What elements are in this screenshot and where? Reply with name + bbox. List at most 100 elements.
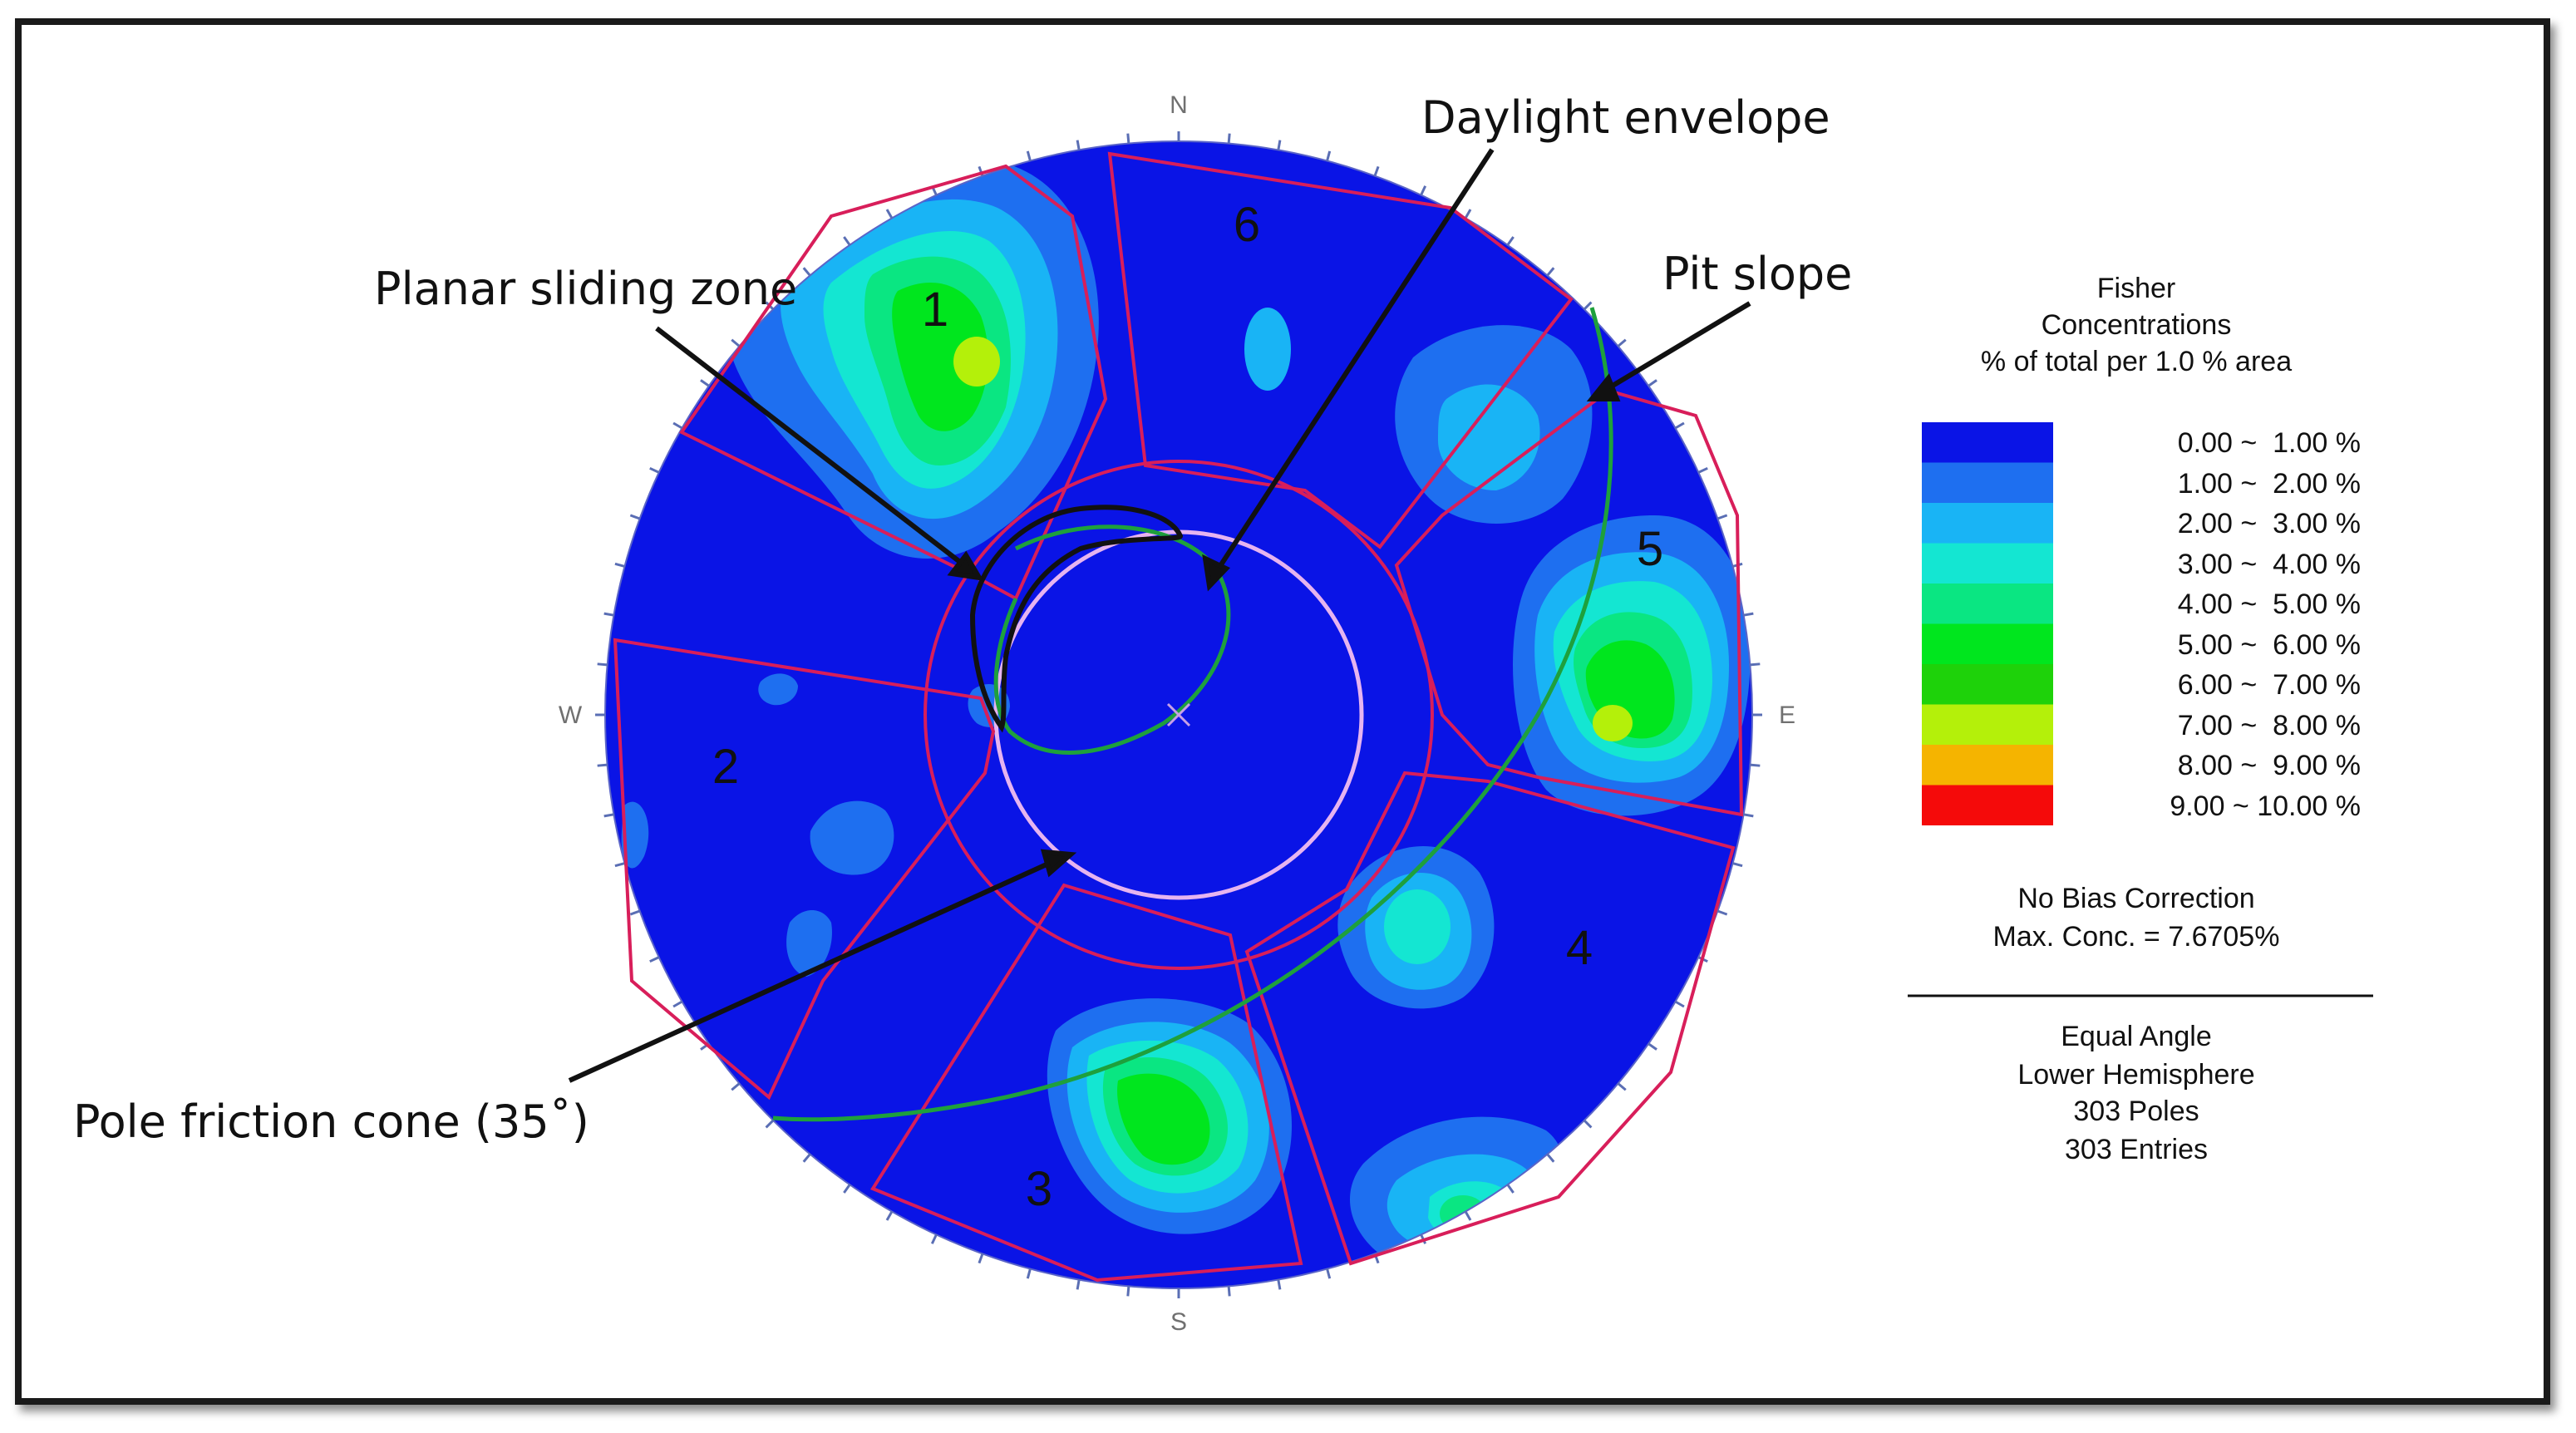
net-tick	[1420, 185, 1427, 196]
legend-swatch	[1922, 584, 2053, 624]
legend-poles: 303 Poles	[2073, 1096, 2199, 1127]
net-tick	[765, 1119, 775, 1129]
cluster-ne	[1395, 325, 1593, 524]
net-tick	[629, 909, 641, 916]
legend-bin-label: 2.00 ~ 3.00 %	[2177, 508, 2361, 539]
net-tick	[1464, 1210, 1472, 1221]
net-tick	[1750, 763, 1761, 767]
net-tick	[700, 379, 710, 387]
net-tick	[1717, 514, 1728, 520]
legend-swatch	[1922, 785, 2053, 825]
net-tick	[731, 338, 741, 347]
legend-swatch	[1922, 422, 2053, 463]
pit-slope-curve	[772, 307, 1613, 1122]
net-tick	[1026, 1268, 1032, 1279]
net-tick	[1583, 301, 1593, 311]
net-tick	[672, 421, 683, 430]
net-tick	[649, 466, 660, 474]
planar-sliding-boundary	[969, 505, 1184, 733]
compass-s: S	[1170, 1308, 1187, 1336]
net-tick	[1583, 1119, 1593, 1129]
net-tick	[597, 763, 608, 767]
cluster-4	[1337, 845, 1495, 1009]
legend-bin-label: 8.00 ~ 9.00 %	[2177, 750, 2361, 781]
net-tick	[1126, 133, 1130, 144]
net-ticks	[595, 131, 1762, 1298]
net-tick	[1743, 612, 1754, 617]
legend-bin-label: 5.00 ~ 6.00 %	[2177, 628, 2361, 661]
net-tick	[629, 514, 641, 520]
label-pole-friction-cone: Pole friction cone (35˚)	[73, 1096, 589, 1148]
net-tick	[1277, 1279, 1282, 1290]
net-tick	[731, 1082, 741, 1091]
net-tick	[885, 209, 894, 219]
net-tick	[930, 1234, 938, 1244]
legend-title-1: Fisher	[2096, 273, 2176, 304]
net-tick	[1717, 909, 1728, 916]
legend-bin-label: 3.00 ~ 4.00 %	[2177, 548, 2361, 580]
zone-number-6: 6	[1234, 198, 1260, 252]
compass-e: E	[1779, 702, 1795, 729]
net-tick	[1076, 1279, 1081, 1290]
legend-entries: 303 Entries	[2065, 1134, 2208, 1165]
net-tick	[672, 1000, 683, 1008]
net-tick	[1326, 1268, 1332, 1279]
net-tick	[1026, 150, 1032, 161]
legend-swatches	[1922, 422, 2053, 825]
zone-outlines	[613, 151, 1744, 1283]
daylight-envelope-curve	[993, 524, 1231, 755]
label-daylight-envelope: Daylight envelope	[1421, 91, 1830, 144]
zone-number-2: 2	[712, 740, 739, 794]
legend-swatch	[1922, 503, 2053, 544]
legend-bin-label: 9.00 ~ 10.00 %	[2170, 790, 2361, 822]
legend-bin-label: 4.00 ~ 5.00 %	[2177, 588, 2361, 620]
net-tick	[1506, 236, 1515, 246]
net-tick	[1464, 209, 1472, 219]
cluster-3	[1047, 998, 1292, 1234]
legend-swatch	[1922, 623, 2053, 664]
legend-bin-label: 0.00 ~ 1.00 %	[2177, 427, 2361, 459]
net-tick	[802, 267, 811, 277]
zone-number-4: 4	[1566, 921, 1593, 975]
net-tick	[1617, 1082, 1627, 1091]
net-tick	[1546, 1153, 1555, 1163]
net-tick	[1326, 150, 1332, 161]
legend-bin-label: 7.00 ~ 8.00 %	[2177, 709, 2361, 741]
net-tick	[1648, 379, 1657, 387]
legend-bias: No Bias Correction	[2017, 883, 2255, 914]
zone-number-5: 5	[1637, 522, 1663, 576]
blob-6	[1244, 308, 1291, 391]
label-planar-sliding-zone: Planar sliding zone	[374, 263, 798, 315]
legend-swatch	[1922, 543, 2053, 584]
compass-w: W	[559, 702, 583, 729]
net-tick	[1697, 466, 1708, 474]
net-tick	[603, 612, 614, 617]
net-tick	[843, 236, 851, 246]
net-tick	[1373, 165, 1380, 177]
zone-number-3: 3	[1026, 1162, 1052, 1216]
net-tick	[614, 862, 625, 868]
net-tick	[1750, 662, 1761, 667]
net-tick	[1277, 140, 1282, 150]
legend-title-2: Concentrations	[2041, 309, 2232, 341]
net-tick	[1076, 140, 1081, 150]
legend-swatch	[1922, 745, 2053, 785]
net-tick	[843, 1184, 851, 1194]
net-tick	[614, 562, 625, 568]
leader-lines	[568, 148, 1751, 1083]
net-tick	[1674, 1000, 1685, 1008]
legend-hemisphere: Lower Hemisphere	[2017, 1059, 2255, 1091]
legend-swatch	[1922, 704, 2053, 745]
net-tick	[649, 956, 660, 963]
label-pit-slope: Pit slope	[1662, 248, 1853, 300]
legend-projection: Equal Angle	[2061, 1021, 2212, 1052]
net-tick	[1732, 862, 1743, 868]
zone-number-1: 1	[922, 283, 948, 337]
net-tick	[978, 1253, 984, 1264]
legend-max-conc: Max. Conc. = 7.6705%	[1992, 921, 2280, 953]
net-tick	[597, 662, 608, 667]
legend-bin-label: 1.00 ~ 2.00 %	[2177, 467, 2361, 500]
net-tick	[1648, 1042, 1657, 1051]
net-tick	[1546, 267, 1555, 277]
net-tick	[1617, 338, 1627, 347]
